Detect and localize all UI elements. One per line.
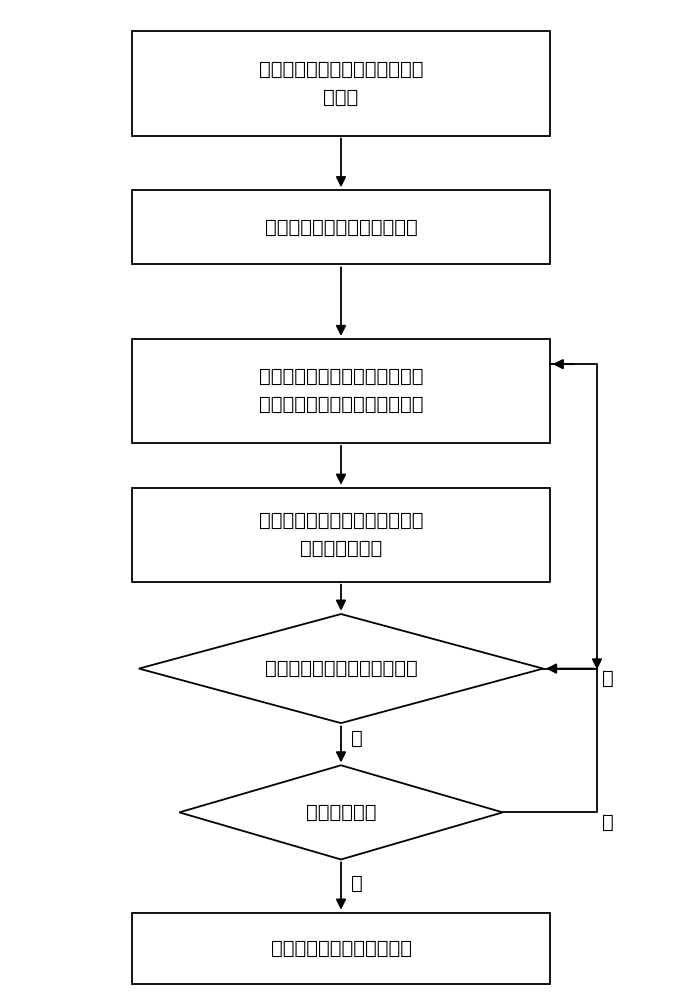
Text: 否: 否 <box>602 813 614 832</box>
Text: 否: 否 <box>602 669 614 688</box>
Bar <box>132 31 550 136</box>
Bar <box>132 339 550 443</box>
Text: 确定事故处理策略中的定值: 确定事故处理策略中的定值 <box>271 939 411 958</box>
Bar <box>132 913 550 984</box>
Text: 筛选事故处理策略的关键定值: 筛选事故处理策略的关键定值 <box>265 218 417 237</box>
Polygon shape <box>139 614 543 723</box>
Text: 优化定值符合性分析计算验证: 优化定值符合性分析计算验证 <box>265 659 417 678</box>
Bar <box>132 488 550 582</box>
Text: 确定事故处理策略中的参数定值
名义值: 确定事故处理策略中的参数定值 名义值 <box>258 60 424 107</box>
Text: 分析不同工况下仪表误差对事故
处理策略的影响: 分析不同工况下仪表误差对事故 处理策略的影响 <box>258 511 424 558</box>
Bar <box>132 190 550 264</box>
Polygon shape <box>179 765 503 859</box>
Text: 确定安全壳正常与不利工况下事
故规程关键定值对应的仪表误差: 确定安全壳正常与不利工况下事 故规程关键定值对应的仪表误差 <box>258 367 424 414</box>
Text: 验证以及确认: 验证以及确认 <box>306 803 376 822</box>
Text: 是: 是 <box>351 874 363 893</box>
Text: 是: 是 <box>351 728 363 748</box>
